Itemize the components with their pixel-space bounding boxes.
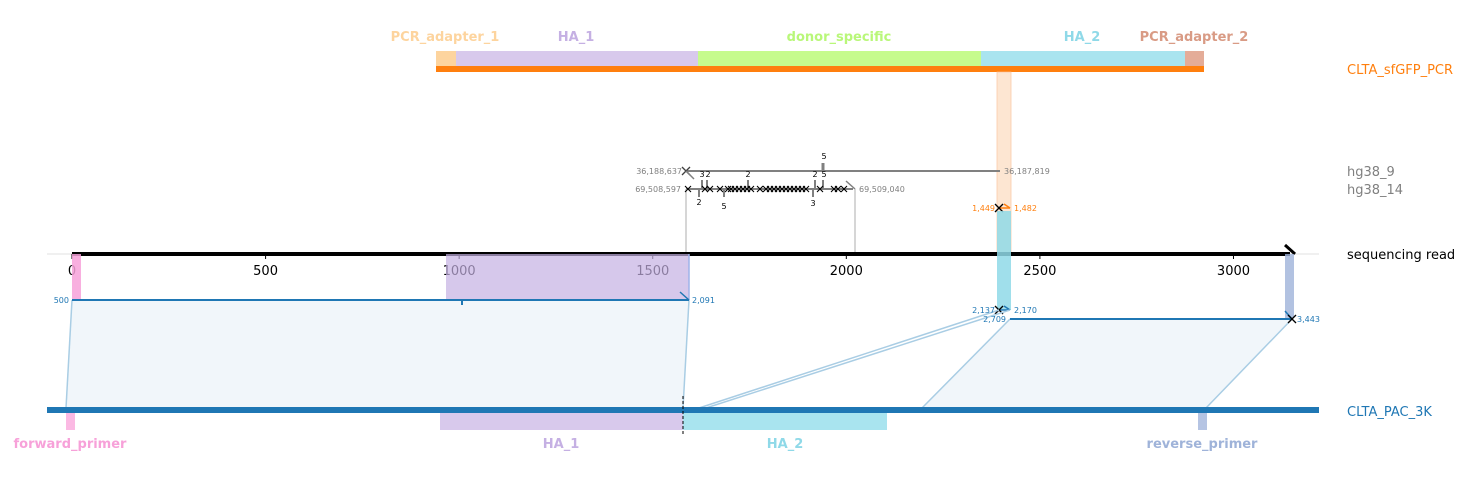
bottom-reference: forward_primer HA_1 HA_2 reverse_primer: [14, 396, 1319, 452]
read-axis-tick-label: 2500: [1023, 264, 1056, 279]
hg38-9-start-label: 36,188,637: [636, 167, 682, 176]
pac2b-end-label: 3,443: [1297, 315, 1320, 324]
hg38-14-mismatch-markers: [684, 185, 848, 193]
forward-primer-band: [72, 254, 81, 300]
pac-alignments: 500 2,091 2,137 2,170 2,709 3,443: [54, 291, 1320, 409]
feature-ha-2-top: [981, 51, 1185, 67]
reverse-primer-band: [1285, 254, 1294, 318]
feature-reverse-primer-bottom: [1198, 413, 1207, 430]
feature-label-pcr-adapter-2: PCR_adapter_2: [1140, 30, 1249, 45]
feature-label-ha-1: HA_1: [558, 30, 595, 45]
pac1-end-label: 2,091: [692, 296, 715, 305]
pac2b-start-label: 2,709: [983, 315, 1006, 324]
feature-ha-1-top: [456, 51, 698, 67]
mismatch-marker: [802, 185, 810, 193]
ha-1-band: [446, 254, 689, 300]
feature-label-ha-2-bottom: HA_2: [767, 437, 804, 452]
feature-label-pcr-adapter-1: PCR_adapter_1: [391, 30, 500, 45]
top-ref-alignment: 1,449 1,482: [972, 203, 1037, 213]
mismatch-marker: [816, 185, 824, 193]
reference-label-top: CLTA_sfGFP_PCR: [1347, 63, 1453, 78]
top-ref-end-label: 1,482: [1014, 204, 1037, 213]
hg38-9-alignment: 36,188,637 36,187,819 3 2 2 2 5 5: [636, 152, 1050, 189]
hg38-14-indel-label: 3: [810, 199, 815, 208]
hg38-14-indel-label: 5: [721, 202, 726, 211]
feature-label-ha-1-bottom: HA_1: [543, 437, 580, 452]
mismatch-marker: [724, 185, 732, 193]
reference-label-read: sequencing read: [1347, 248, 1455, 263]
read-axis-tick-label: 2000: [830, 264, 863, 279]
hg38-14-alignment: 69,508,597 69,509,040 2 5 3: [635, 180, 905, 254]
hg38-9-indel-label: 3: [699, 170, 704, 179]
reference-label-hg38-9: hg38_9: [1347, 165, 1395, 180]
hg38-14-start-label: 69,508,597: [635, 185, 681, 194]
mismatch-marker: [840, 185, 848, 193]
mismatch-marker: [716, 185, 724, 193]
feature-ha-2-bottom: [683, 413, 887, 430]
hg38-9-indel-label: 5: [821, 152, 826, 161]
hg38-9-indel-label: 2: [705, 170, 710, 179]
hg38-9-indel-label: 2: [745, 170, 750, 179]
pac1-start-label: 500: [54, 296, 69, 305]
feature-ha-1-bottom: [440, 413, 683, 430]
reference-label-hg38-14: hg38_14: [1347, 183, 1403, 198]
feature-label-forward-primer: forward_primer: [14, 437, 128, 452]
top-ref-start-label: 1,449: [972, 204, 995, 213]
top-reference-bar: [436, 66, 1204, 72]
feature-label-ha-2: HA_2: [1064, 30, 1101, 45]
mismatch-marker: [701, 185, 709, 193]
feature-forward-primer-bottom: [66, 413, 75, 430]
reference-label-bottom: CLTA_PAC_3K: [1347, 405, 1432, 420]
mismatch-marker: [747, 185, 755, 193]
top-reference: PCR_adapter_1 HA_1 donor_specific HA_2 P…: [391, 30, 1249, 72]
feature-label-donor-specific: donor_specific: [787, 30, 892, 45]
mismatch-marker: [684, 185, 692, 193]
feature-pcr-adapter-1-top: [436, 51, 456, 67]
pac2a-start-label: 2,137: [972, 306, 995, 315]
hg38-14-end-label: 69,509,040: [859, 185, 905, 194]
feature-donor-specific-top: [698, 51, 981, 67]
read-axis-tick-label: 3000: [1217, 264, 1250, 279]
pac2a-end-label: 2,170: [1014, 306, 1037, 315]
reference-name-labels: CLTA_sfGFP_PCR hg38_9 hg38_14 sequencing…: [1347, 63, 1455, 420]
hg38-9-indel-label: 2: [812, 170, 817, 179]
feature-label-reverse-primer: reverse_primer: [1147, 437, 1259, 452]
hg38-14-indel-label: 2: [696, 198, 701, 207]
ha-2-band: [997, 211, 1011, 310]
mismatch-marker: [834, 185, 842, 193]
hg38-9-end-label: 36,187,819: [1004, 167, 1050, 176]
bottom-reference-bar: [47, 407, 1319, 413]
mismatch-marker: [706, 185, 714, 193]
read-axis-tick-label: 500: [253, 264, 278, 279]
feature-pcr-adapter-2-top: [1185, 51, 1204, 67]
hg38-9-indel-label: 5: [821, 170, 826, 179]
mismatch-marker: [756, 185, 764, 193]
